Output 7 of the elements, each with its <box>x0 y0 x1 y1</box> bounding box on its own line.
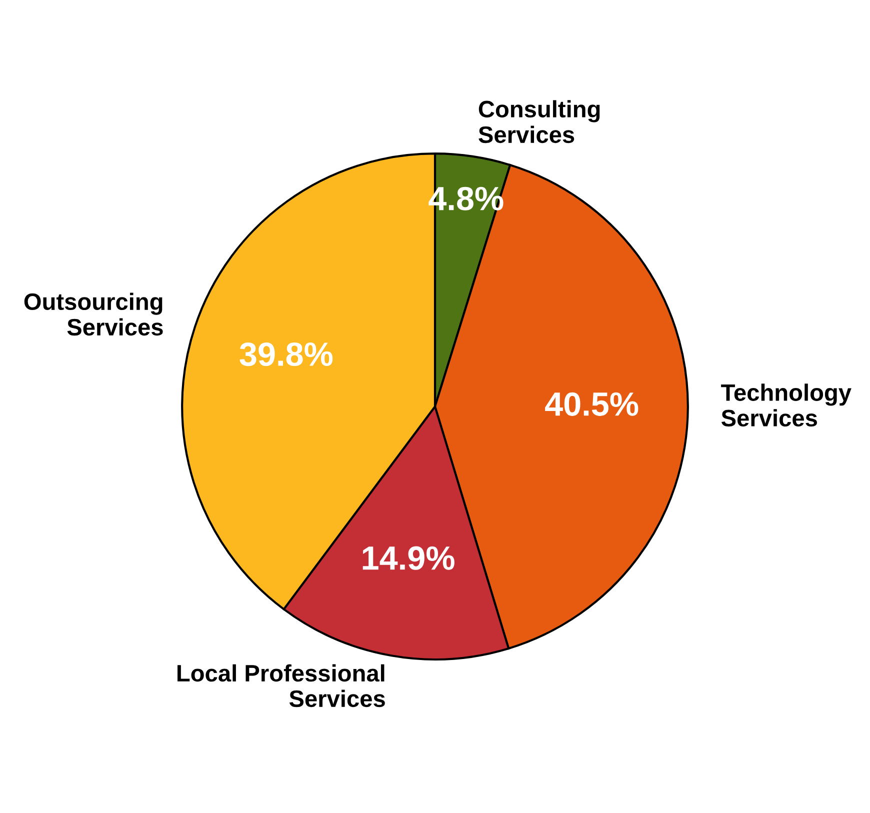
slice-label: Outsourcing Services <box>24 292 163 336</box>
slice-label: Local Professional Services <box>178 664 385 708</box>
data-label: 39.8% <box>240 342 333 366</box>
data-label: 14.9% <box>362 546 454 570</box>
slice-label: Technology Services <box>721 384 852 427</box>
slice-label: Consulting Services <box>478 100 600 144</box>
data-label: 40.5% <box>545 392 638 416</box>
